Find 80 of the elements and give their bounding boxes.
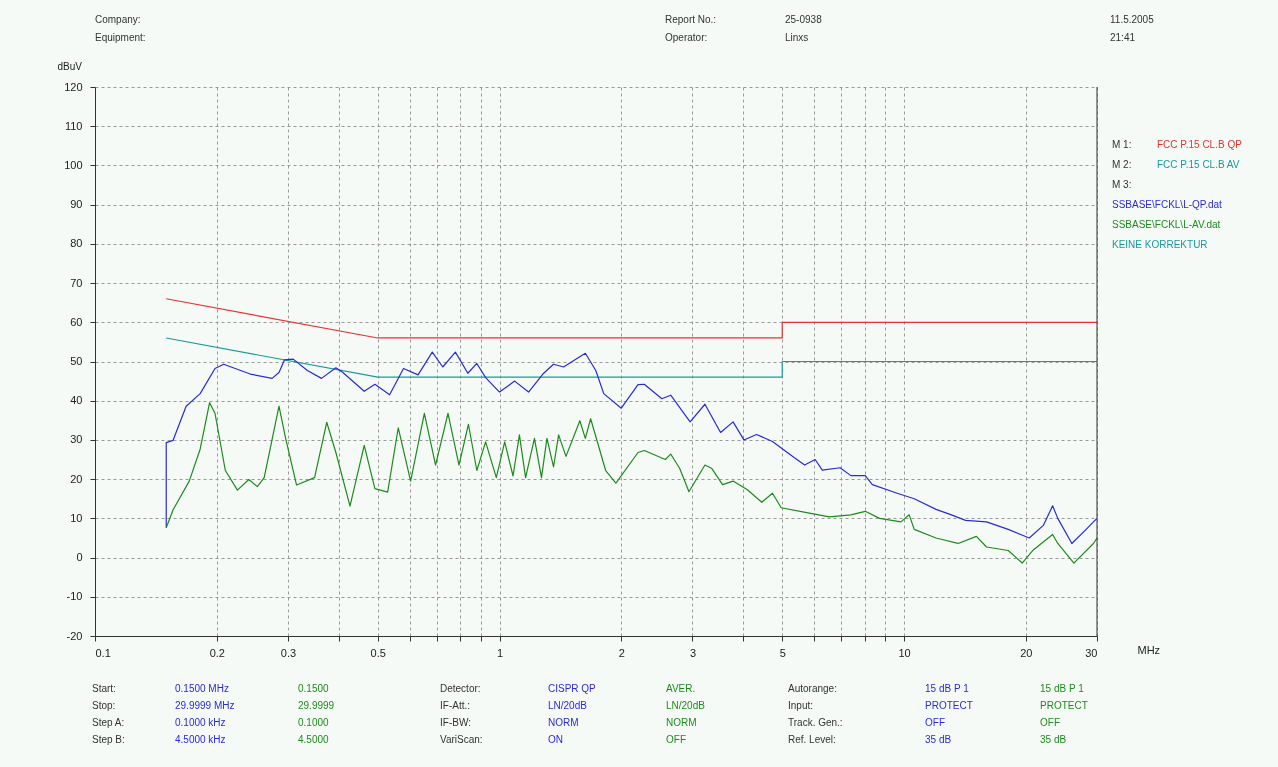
text: Operator: xyxy=(665,32,708,43)
text: FCC P.15 CL.B QP xyxy=(1157,139,1243,150)
y-tick-label: 40 xyxy=(70,394,83,407)
x-axis-title: MHz xyxy=(1137,643,1161,656)
text: LN/20dB xyxy=(548,700,588,711)
y-tick-label: 30 xyxy=(70,433,83,446)
x-tick-label: 10 xyxy=(898,646,911,659)
text: 11.5.2005 xyxy=(1110,14,1155,25)
y-tick-label: 80 xyxy=(70,237,83,250)
text: M 2: xyxy=(1112,159,1132,170)
y-tick-label: 100 xyxy=(64,158,83,171)
text: KEINE KORREKTUR xyxy=(1112,239,1208,250)
text: Autorange: xyxy=(788,683,837,694)
text: Stop: xyxy=(92,700,116,711)
text: Company: xyxy=(95,14,141,25)
x-tick-label: 3 xyxy=(689,646,697,659)
text: LN/20dB xyxy=(666,700,706,711)
text: M 1: xyxy=(1112,139,1132,150)
text: 0.1000 kHz xyxy=(175,717,226,728)
text: 0.1500 MHz xyxy=(175,683,229,694)
text: Report No.: xyxy=(665,14,717,25)
x-tick-label: 0.5 xyxy=(370,646,386,659)
text: Ref. Level: xyxy=(788,734,836,745)
text: Equipment: xyxy=(95,32,146,43)
text: 0.1000 xyxy=(298,717,330,728)
text: Linxs xyxy=(785,32,809,43)
text: Track. Gen.: xyxy=(788,717,843,728)
text: PROTECT xyxy=(1040,700,1088,711)
y-tick-label: 120 xyxy=(64,80,83,93)
text: 21:41 xyxy=(1110,32,1136,43)
text: CISPR QP xyxy=(548,683,597,694)
text: OFF xyxy=(925,717,945,728)
text: NORM xyxy=(666,717,697,728)
text: PROTECT xyxy=(925,700,973,711)
y-tick-label: 50 xyxy=(70,355,83,367)
text: 35 dB xyxy=(1040,734,1067,745)
text: 29.9999 xyxy=(298,700,335,711)
text: M 3: xyxy=(1112,179,1132,190)
y-tick-label: 0 xyxy=(76,551,83,564)
text: 29.9999 MHz xyxy=(175,700,235,711)
text: OFF xyxy=(666,734,686,745)
text: 15 dB P 1 xyxy=(1040,683,1085,694)
x-tick-label: 0.2 xyxy=(209,646,225,659)
text: 35 dB xyxy=(925,734,952,745)
text: IF-Att.: xyxy=(440,700,470,711)
text: Input: xyxy=(788,700,814,711)
text: Start: xyxy=(92,683,116,694)
text: 4.5000 xyxy=(298,734,330,745)
x-tick-label: 30 xyxy=(1085,646,1098,659)
text: AVER. xyxy=(666,683,696,694)
y-tick-label: -10 xyxy=(66,590,83,603)
x-tick-label: 0.3 xyxy=(280,646,297,659)
text: OFF xyxy=(1040,717,1060,728)
text: Detector: xyxy=(440,683,481,694)
text: VariScan: xyxy=(440,734,483,745)
y-tick-label: 10 xyxy=(70,511,83,524)
text: 0.1500 xyxy=(298,683,330,694)
text: SSBASE\FCKL\L-AV.dat xyxy=(1112,219,1221,230)
x-tick-label: 1 xyxy=(496,646,504,659)
text: NORM xyxy=(548,717,579,728)
x-tick-label: 2 xyxy=(618,646,625,659)
text: 25-0938 xyxy=(785,14,823,25)
text: Step B: xyxy=(92,734,125,745)
text: IF-BW: xyxy=(440,717,471,728)
text: Step A: xyxy=(92,717,125,728)
text: FCC P.15 CL.B AV xyxy=(1157,159,1240,170)
y-tick-label: -20 xyxy=(66,629,83,642)
text: SSBASE\FCKL\L-QP.dat xyxy=(1112,199,1223,210)
y-tick-label: 20 xyxy=(70,472,83,485)
x-tick-label: 0.1 xyxy=(95,646,111,659)
y-tick-label: 110 xyxy=(64,119,83,132)
y-axis-title: dBuV xyxy=(57,60,83,72)
x-tick-label: 20 xyxy=(1020,646,1033,659)
y-tick-label: 70 xyxy=(70,276,83,289)
x-tick-label: 5 xyxy=(779,646,786,659)
text: 15 dB P 1 xyxy=(925,683,970,694)
text: 4.5000 kHz xyxy=(175,734,226,745)
y-tick-label: 60 xyxy=(70,315,83,328)
y-tick-label: 90 xyxy=(70,198,83,211)
text: ON xyxy=(548,734,563,745)
